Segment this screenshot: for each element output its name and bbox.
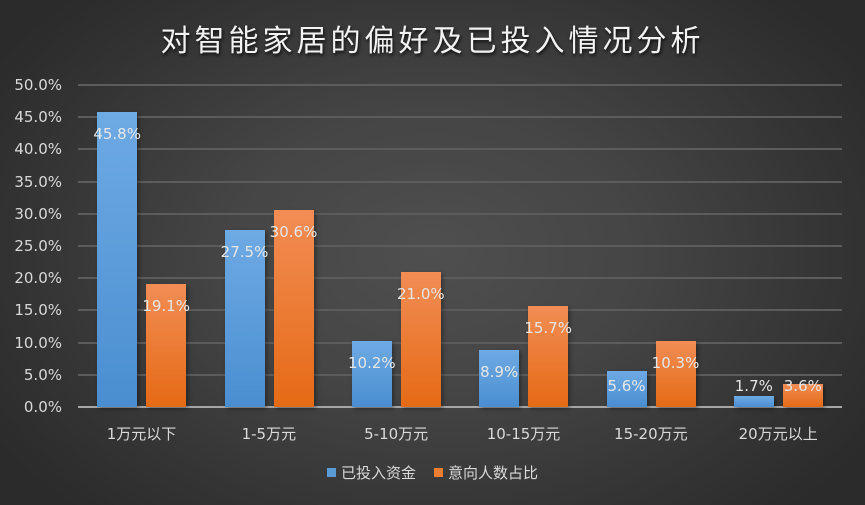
gridline (78, 309, 842, 312)
y-tick-label: 50.0% (14, 76, 62, 94)
chart-title: 对智能家居的偏好及已投入情况分析 (160, 24, 705, 59)
y-tick-label: 0.0% (23, 398, 62, 416)
bar-intent[interactable] (146, 283, 187, 407)
y-tick-label: 5.0% (23, 365, 62, 384)
gridline (78, 277, 842, 280)
y-tick-label: 15.0% (14, 301, 62, 320)
data-label: 5.6% (607, 377, 646, 395)
data-label: 27.5% (220, 242, 269, 261)
data-label: 19.1% (142, 296, 190, 315)
bar-invested[interactable] (97, 112, 138, 407)
y-tick-label: 30.0% (14, 204, 62, 223)
bar-invested[interactable] (351, 341, 392, 407)
data-label: 1.7% (734, 377, 773, 395)
x-tick-label: 10-15万元 (486, 425, 561, 443)
gridline (78, 373, 842, 376)
data-label: 45.8% (93, 125, 141, 144)
bar-invested[interactable] (733, 396, 774, 407)
y-tick-label: 25.0% (14, 237, 62, 255)
x-tick-label: 20万元以上 (738, 425, 818, 443)
data-label: 15.7% (524, 318, 572, 337)
gridline (78, 180, 842, 183)
data-label: 10.2% (348, 354, 396, 373)
bar-invested[interactable] (224, 229, 265, 407)
y-tick-label: 45.0% (14, 108, 62, 127)
y-tick-label: 35.0% (14, 172, 62, 191)
gridline (78, 116, 842, 119)
data-label: 10.3% (651, 353, 700, 372)
legend-item-invested[interactable]: 已投入资金 (326, 462, 416, 483)
gridline (78, 84, 842, 86)
gridline (78, 245, 842, 247)
data-label: 8.9% (480, 362, 519, 381)
x-tick-label: 1-5万元 (241, 425, 297, 443)
bar-intent[interactable] (273, 209, 314, 407)
x-tick-label: 5-10万元 (364, 425, 429, 443)
data-label: 21.0% (397, 284, 445, 303)
legend-label: 意向人数占比 (448, 464, 539, 482)
bar-invested[interactable] (479, 349, 520, 407)
x-axis-line (78, 406, 842, 408)
y-tick-label: 40.0% (14, 140, 62, 159)
legend-label: 已投入资金 (340, 464, 416, 482)
bar-invested[interactable] (606, 370, 647, 407)
bar-intent[interactable] (782, 383, 823, 407)
data-label: 3.6% (783, 377, 822, 395)
gridline (78, 148, 842, 151)
bar-intent[interactable] (400, 271, 441, 407)
plot-area: 45.8% 19.1% 27.5% 30.6% 10.2% 21.0% 8.9% 15.7% 5… (78, 84, 842, 408)
y-tick-label: 10.0% (14, 333, 62, 352)
x-tick-label: 1万元以下 (106, 425, 177, 443)
bar-intent[interactable] (528, 305, 569, 407)
legend-swatch-orange (434, 468, 443, 477)
gridline (78, 341, 842, 344)
x-tick-label: 15-20万元 (614, 425, 688, 443)
bar-intent[interactable] (655, 340, 696, 407)
legend: 已投入资金 意向人数占比 (0, 462, 865, 483)
legend-swatch-blue (326, 468, 336, 477)
data-label: 30.6% (269, 222, 318, 241)
gridline (78, 212, 842, 215)
legend-item-intent[interactable]: 意向人数占比 (434, 462, 538, 483)
y-tick-label: 20.0% (14, 269, 62, 288)
